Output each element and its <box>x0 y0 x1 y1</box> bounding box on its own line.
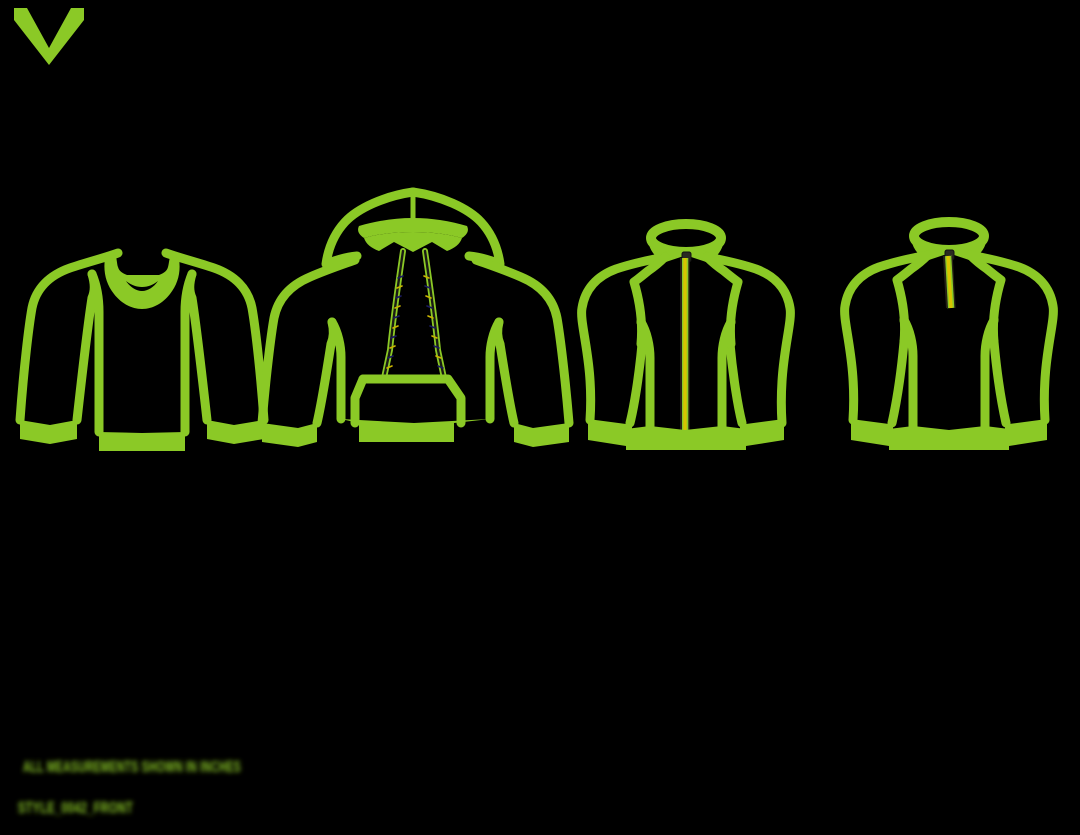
svg-text:ALL MEASUREMENTS SHOWN IN INCH: ALL MEASUREMENTS SHOWN IN INCHES <box>23 759 241 776</box>
svg-text:STYLE_0042_FRONT: STYLE_0042_FRONT <box>18 800 133 817</box>
